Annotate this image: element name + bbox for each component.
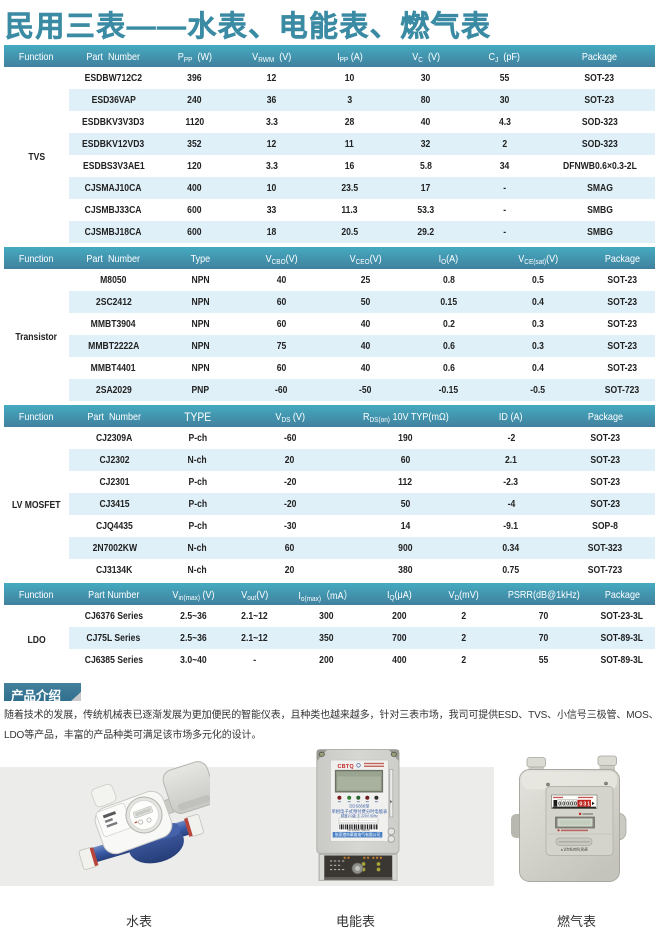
svg-text:00000: 00000	[558, 802, 578, 808]
svg-text:031: 031	[579, 802, 591, 808]
svg-text:张家港市華维电气有限公司: 张家港市華维电气有限公司	[335, 832, 381, 837]
svg-text:DDS666型: DDS666型	[349, 802, 369, 808]
svg-text:单相电子式预付费分时电能表: 单相电子式预付费分时电能表	[331, 808, 388, 815]
svg-text:精度2.0级 ⑤ 220V 50Hz: 精度2.0级 ⑤ 220V 50Hz	[341, 813, 378, 818]
svg-text:▲请勿私自拆(调)表: ▲请勿私自拆(调)表	[560, 847, 588, 852]
svg-text:No.10243 7041-A: No.10243 7041-A	[348, 828, 370, 832]
svg-text:CBTQ: CBTQ	[338, 764, 354, 770]
